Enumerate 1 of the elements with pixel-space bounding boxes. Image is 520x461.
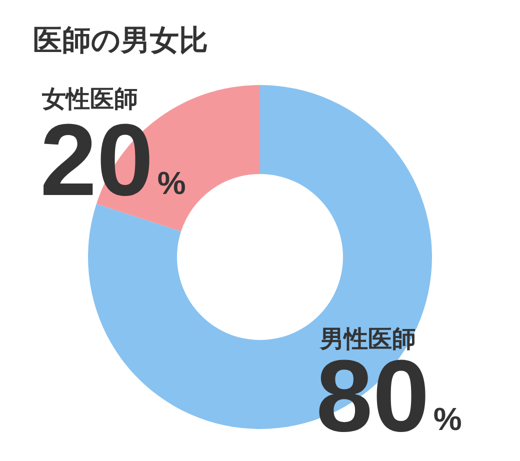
chart-title: 医師の男女比 — [33, 25, 208, 57]
